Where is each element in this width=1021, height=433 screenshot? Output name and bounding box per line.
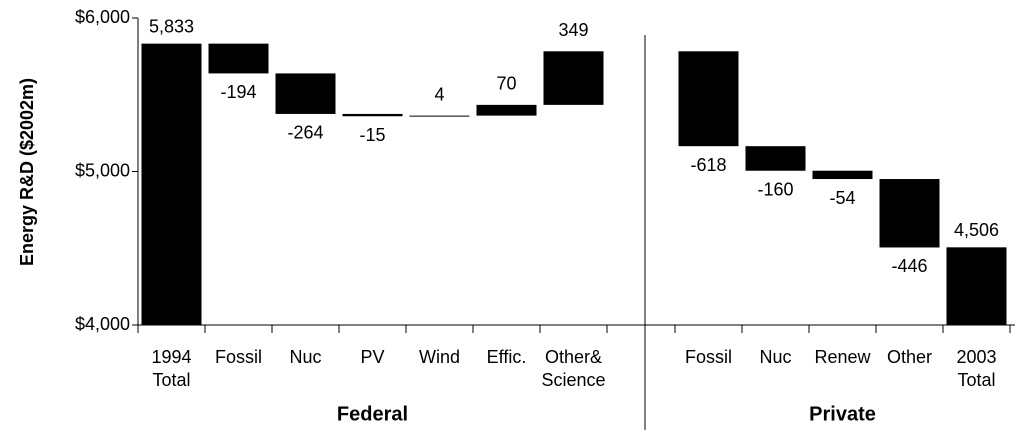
bar xyxy=(678,51,739,147)
bar xyxy=(409,115,470,117)
value-label: -264 xyxy=(287,123,323,143)
x-tick-label: 2003 xyxy=(956,347,996,367)
y-tick-label: $4,000 xyxy=(75,314,130,334)
bar xyxy=(208,43,269,74)
bar xyxy=(812,170,873,180)
bar xyxy=(879,179,940,248)
x-tick-label: 1994 xyxy=(151,347,191,367)
y-tick-label: $5,000 xyxy=(75,160,130,180)
value-label: 4,506 xyxy=(954,220,999,240)
bar xyxy=(476,104,537,116)
x-tick-label: PV xyxy=(360,347,384,367)
value-label: -446 xyxy=(891,256,927,276)
x-tick-label: Wind xyxy=(419,347,460,367)
bar xyxy=(745,146,806,171)
x-tick-label: Other& xyxy=(545,347,602,367)
value-label: -194 xyxy=(220,82,256,102)
x-tick-label: Effic. xyxy=(487,347,527,367)
x-tick-label: Fossil xyxy=(215,347,262,367)
value-label: -160 xyxy=(757,179,793,199)
bar xyxy=(141,43,202,326)
x-tick-label: Total xyxy=(957,370,995,390)
x-tick-label: Nuc xyxy=(289,347,321,367)
x-tick-label: Total xyxy=(152,370,190,390)
x-tick-label: Renew xyxy=(814,347,871,367)
bar xyxy=(275,73,336,114)
bar xyxy=(946,247,1007,325)
value-label: 70 xyxy=(496,74,516,94)
x-tick-label: Nuc xyxy=(759,347,791,367)
value-label: 5,833 xyxy=(149,16,194,36)
x-tick-label: Fossil xyxy=(685,347,732,367)
value-label: -15 xyxy=(359,125,385,145)
group-label: Private xyxy=(809,403,876,425)
value-label: -618 xyxy=(690,155,726,175)
bar xyxy=(543,51,604,105)
y-tick-label: $6,000 xyxy=(75,7,130,27)
x-tick-label: Other xyxy=(887,347,932,367)
bar xyxy=(342,113,403,117)
x-tick-label: Science xyxy=(541,370,605,390)
value-label: 349 xyxy=(558,20,588,40)
value-label: 4 xyxy=(434,84,444,104)
group-label: Federal xyxy=(337,403,408,425)
y-axis-label: Energy R&D ($2002m) xyxy=(17,78,37,266)
value-label: -54 xyxy=(829,188,855,208)
